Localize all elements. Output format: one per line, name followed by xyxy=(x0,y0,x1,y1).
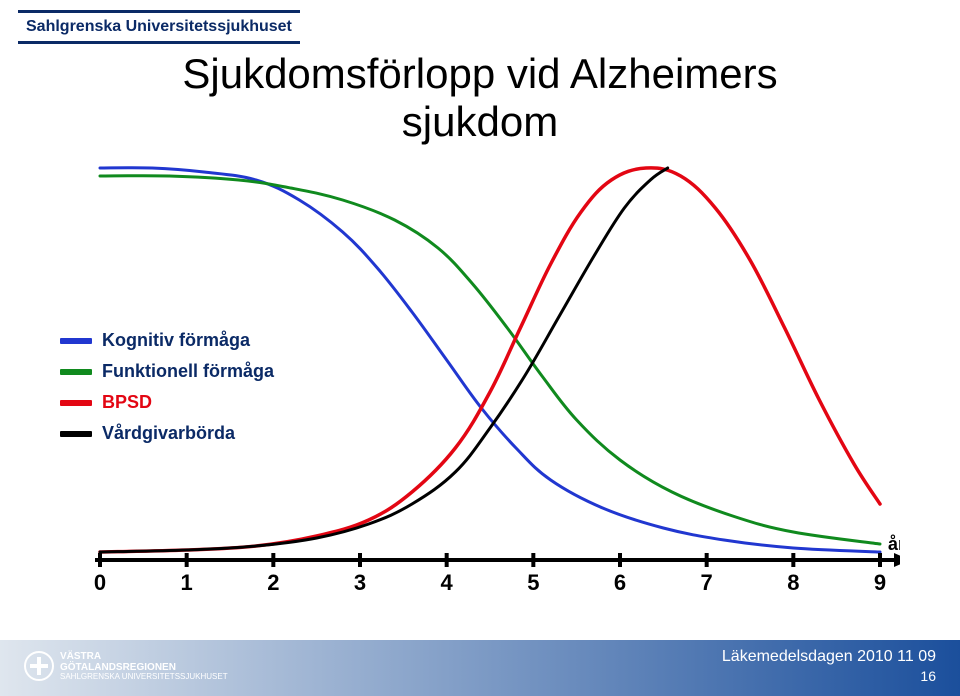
page-number: 16 xyxy=(722,667,936,685)
footer-logo-line2: GÖTALANDSREGIONEN xyxy=(60,662,228,673)
disease-course-chart: 0 1 2 3 4 5 6 7 8 9år Kognitiv förmåga Funktionel… xyxy=(60,160,900,600)
svg-text:0: 0 xyxy=(94,570,106,595)
slide: Sahlgrenska Universitetssjukhuset Sjukdo… xyxy=(0,0,960,696)
title-line-1: Sjukdomsförlopp vid Alzheimers xyxy=(182,50,777,97)
legend-item-funktionell: Funktionell förmåga xyxy=(60,361,274,382)
title-line-2: sjukdom xyxy=(402,98,558,145)
footer-event: Läkemedelsdagen 2010 11 09 xyxy=(722,647,936,668)
legend-swatch xyxy=(60,369,92,375)
slide-footer: VÄSTRA GÖTALANDSREGIONEN SAHLGRENSKA UNI… xyxy=(0,640,960,696)
svg-text:9: 9 xyxy=(874,570,886,595)
legend-swatch xyxy=(60,431,92,437)
legend-item-vardgivar: Vårdgivarbörda xyxy=(60,423,274,444)
footer-logo-line3: SAHLGRENSKA UNIVERSITETSSJUKHUSET xyxy=(60,673,228,682)
svg-text:8: 8 xyxy=(787,570,799,595)
legend-swatch xyxy=(60,338,92,344)
org-header: Sahlgrenska Universitetssjukhuset xyxy=(18,10,300,44)
org-name: Sahlgrenska Universitetssjukhuset xyxy=(26,18,292,36)
footer-logo: VÄSTRA GÖTALANDSREGIONEN SAHLGRENSKA UNI… xyxy=(24,651,228,682)
legend-label: Vårdgivarbörda xyxy=(102,423,235,444)
region-mark-icon xyxy=(24,651,54,681)
svg-text:7: 7 xyxy=(701,570,713,595)
svg-text:3: 3 xyxy=(354,570,366,595)
slide-title: Sjukdomsförlopp vid Alzheimers sjukdom xyxy=(0,50,960,147)
footer-logo-line1: VÄSTRA xyxy=(60,651,228,662)
svg-text:4: 4 xyxy=(441,570,454,595)
footer-logo-text: VÄSTRA GÖTALANDSREGIONEN SAHLGRENSKA UNI… xyxy=(60,651,228,682)
chart-x-axis: 0 1 2 3 4 5 6 7 8 9år xyxy=(94,534,900,595)
svg-text:2: 2 xyxy=(267,570,279,595)
legend-item-bpsd: BPSD xyxy=(60,392,274,413)
legend-item-kognitiv: Kognitiv förmåga xyxy=(60,330,274,351)
svg-text:5: 5 xyxy=(527,570,539,595)
svg-text:6: 6 xyxy=(614,570,626,595)
chart-legend: Kognitiv förmåga Funktionell förmåga BPS… xyxy=(60,330,274,444)
svg-text:år: år xyxy=(888,534,900,554)
footer-right: Läkemedelsdagen 2010 11 09 16 xyxy=(722,647,936,686)
legend-label: Kognitiv förmåga xyxy=(102,330,250,351)
svg-text:1: 1 xyxy=(181,570,193,595)
legend-swatch xyxy=(60,400,92,406)
legend-label: Funktionell förmåga xyxy=(102,361,274,382)
legend-label: BPSD xyxy=(102,392,152,413)
